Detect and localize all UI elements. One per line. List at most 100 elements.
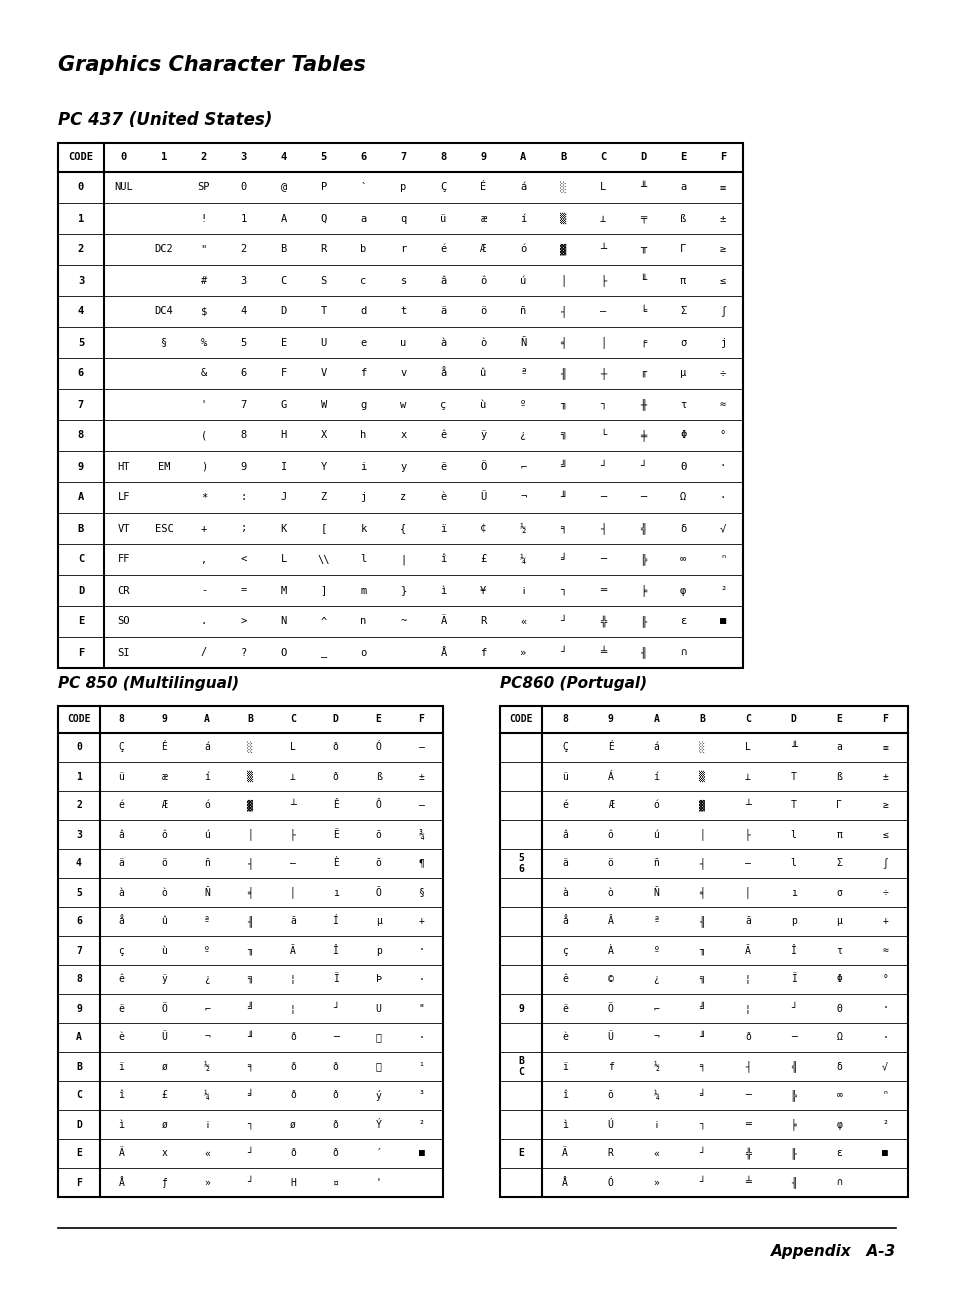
Text: Ó: Ó <box>375 743 381 752</box>
Text: 9: 9 <box>240 461 247 471</box>
Text: F: F <box>720 153 725 162</box>
Text: ε: ε <box>836 1148 841 1158</box>
Text: µ: µ <box>375 917 381 926</box>
Text: ¬: ¬ <box>519 492 526 503</box>
Text: Ç: Ç <box>440 183 446 192</box>
Text: ╜: ╜ <box>699 1033 704 1042</box>
Text: ╣: ╣ <box>639 522 645 534</box>
Text: F: F <box>882 714 887 725</box>
Text:  :   <box>375 1033 381 1042</box>
Text: ╖: ╖ <box>559 400 566 410</box>
Text: Appendix   A-3: Appendix A-3 <box>770 1245 895 1259</box>
Text: PC 850 (Multilingual): PC 850 (Multilingual) <box>58 677 239 691</box>
Text: B: B <box>78 524 84 533</box>
Text: ¬: ¬ <box>204 1033 210 1042</box>
Text: ∫: ∫ <box>882 858 887 868</box>
Text: ]: ] <box>320 585 327 596</box>
Text: Ã: Ã <box>290 946 295 956</box>
Text: A: A <box>76 1033 82 1042</box>
Text: ı: ı <box>333 888 338 897</box>
Text: │: │ <box>247 828 253 841</box>
Text: C: C <box>76 1091 82 1101</box>
Text: Γ: Γ <box>836 801 841 811</box>
Text: ┘: ┘ <box>333 1003 338 1013</box>
Text: ½: ½ <box>519 524 526 533</box>
Text: π: π <box>836 829 841 840</box>
Text: §: § <box>161 337 167 347</box>
Text: └: └ <box>599 431 606 440</box>
Text: ╣: ╣ <box>790 1060 796 1072</box>
Text: j: j <box>360 492 366 503</box>
Text: ƒ: ƒ <box>161 1178 167 1187</box>
Text: 0: 0 <box>121 153 127 162</box>
Text: 5
6: 5 6 <box>517 853 523 874</box>
Text: U: U <box>320 337 327 347</box>
Text: ë: ë <box>440 461 446 471</box>
Text: B: B <box>76 1062 82 1071</box>
Text: τ: τ <box>836 946 841 956</box>
Text: ¾: ¾ <box>418 829 424 840</box>
Text: »: » <box>653 1178 659 1187</box>
Text: p: p <box>400 183 406 192</box>
Text: D: D <box>76 1119 82 1130</box>
Text: ·: · <box>418 974 424 985</box>
Text: —: — <box>599 307 606 316</box>
Text: ╛: ╛ <box>247 1091 253 1101</box>
Text: í: í <box>204 772 210 781</box>
Text: ¼: ¼ <box>204 1091 210 1101</box>
Text: U: U <box>375 1003 381 1013</box>
Text: ⌐: ⌐ <box>653 1003 659 1013</box>
Text: ó: ó <box>519 244 526 255</box>
Text: E: E <box>76 1148 82 1158</box>
Text: ∩: ∩ <box>679 648 685 657</box>
Text: B
C: B C <box>517 1055 523 1077</box>
Text: ¡: ¡ <box>519 585 526 596</box>
Text: K: K <box>280 524 287 533</box>
Text: x: x <box>161 1148 167 1158</box>
Text: a: a <box>360 213 366 223</box>
Text: C: C <box>290 714 295 725</box>
Text: G: G <box>280 400 287 410</box>
Text: ┘: ┘ <box>699 1148 704 1158</box>
Text: ø: ø <box>290 1119 295 1130</box>
Text: ∩: ∩ <box>836 1178 841 1187</box>
Text: ╟: ╟ <box>790 1148 796 1160</box>
Text: Φ: Φ <box>836 974 841 985</box>
Text: σ: σ <box>679 337 685 347</box>
Text: +: + <box>200 524 207 533</box>
Text: ç: ç <box>440 400 446 410</box>
Text: ò: ò <box>161 888 167 897</box>
Text: ì: ì <box>118 1119 124 1130</box>
Text: ▒: ▒ <box>247 771 253 782</box>
Text: ß: ß <box>679 213 685 223</box>
Text: å: å <box>561 917 567 926</box>
Text: ß: ß <box>836 772 841 781</box>
Text: â: â <box>561 829 567 840</box>
Text: ╢: ╢ <box>559 367 566 380</box>
Text: 8: 8 <box>78 431 84 440</box>
Text: D: D <box>333 714 338 725</box>
Text: f: f <box>607 1062 613 1071</box>
Text: ð: ð <box>333 1062 338 1071</box>
Text: ≥: ≥ <box>882 801 887 811</box>
Text: }: } <box>400 585 406 596</box>
Text: ø: ø <box>161 1062 167 1071</box>
Text: ├: ├ <box>290 828 295 841</box>
Text: Ç: Ç <box>561 743 567 752</box>
Text: É: É <box>161 743 167 752</box>
Text: Ú: Ú <box>607 1119 613 1130</box>
Text: ê: ê <box>118 974 124 985</box>
Text: v: v <box>400 368 406 379</box>
Text: «: « <box>653 1148 659 1158</box>
Text: º: º <box>653 946 659 956</box>
Text: w: w <box>400 400 406 410</box>
Text: /: / <box>200 648 207 657</box>
Text: £: £ <box>161 1091 167 1101</box>
Text: L: L <box>599 183 606 192</box>
Text: Y: Y <box>320 461 327 471</box>
Text: L: L <box>744 743 750 752</box>
Text: SO: SO <box>117 616 130 627</box>
Text: ⁿ: ⁿ <box>882 1091 887 1101</box>
Text: C: C <box>78 555 84 564</box>
Text: Ï: Ï <box>790 974 796 985</box>
